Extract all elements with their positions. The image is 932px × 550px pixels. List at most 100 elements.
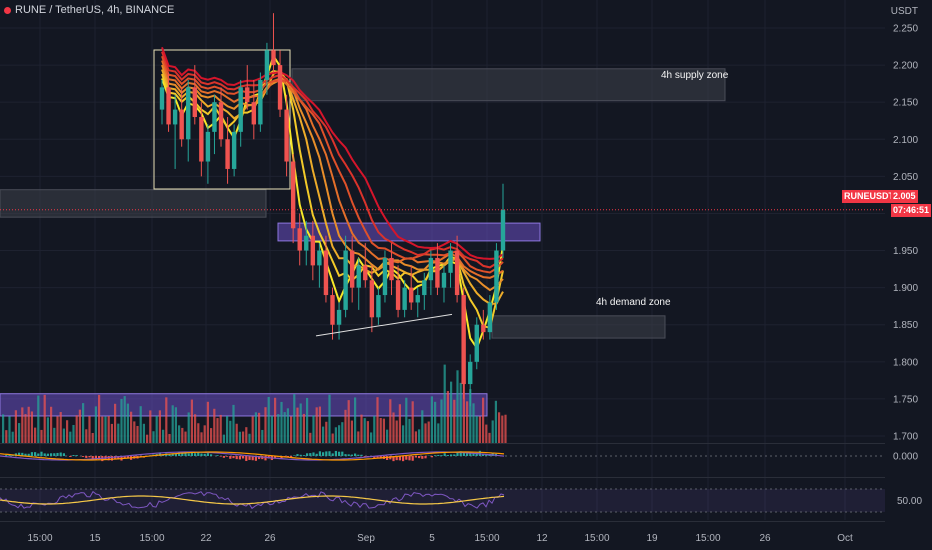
volume-bar xyxy=(149,410,152,443)
y-tick-label: 2.100 xyxy=(893,135,918,146)
osc-bar xyxy=(395,456,398,461)
ribbon-line xyxy=(161,55,504,274)
candle-body xyxy=(402,287,407,310)
symbol-badge: RUNEUSDT xyxy=(842,190,897,203)
osc-bar xyxy=(290,456,293,458)
candle-body xyxy=(218,102,224,140)
y-tick-label: 1.950 xyxy=(893,246,918,257)
candle-body xyxy=(481,324,486,333)
osc-bar xyxy=(248,456,251,460)
candle-body xyxy=(317,250,322,266)
osc-bar xyxy=(194,453,197,456)
osc-bar xyxy=(171,453,174,456)
x-tick-label: 26 xyxy=(759,533,771,544)
osc-bar xyxy=(437,454,440,456)
candle-body xyxy=(258,79,263,125)
volume-bar xyxy=(91,432,94,443)
candle-body xyxy=(297,228,302,251)
osc-bar xyxy=(94,456,97,460)
osc-bar xyxy=(434,455,437,456)
price-badge: 2.005 xyxy=(891,190,918,203)
volume-bar xyxy=(46,417,49,443)
volume-bar xyxy=(296,407,299,443)
volume-bar xyxy=(56,416,59,443)
candle-body xyxy=(363,265,368,281)
osc-bar xyxy=(328,451,331,456)
candle-body xyxy=(310,235,316,266)
osc-bar xyxy=(389,456,392,460)
osc-bar xyxy=(421,456,424,459)
volume-bar xyxy=(322,426,325,443)
x-tick-label: 15:00 xyxy=(584,533,609,544)
x-tick-label: 15:00 xyxy=(27,533,52,544)
volume-bar xyxy=(226,416,229,443)
osc-bar xyxy=(360,454,363,456)
osc-bar xyxy=(34,452,37,456)
osc-bar xyxy=(299,454,302,456)
candle-body xyxy=(199,117,204,162)
osc-bar xyxy=(123,456,126,459)
osc-bar xyxy=(229,456,232,459)
volume-bar xyxy=(450,381,453,443)
y-axis[interactable]: 2.2502.2002.1502.1002.0502.0001.9501.900… xyxy=(893,24,918,443)
y-tick-label: 2.050 xyxy=(893,172,918,183)
x-tick-label: Oct xyxy=(837,533,853,544)
volume-bar xyxy=(398,404,401,443)
volume-bar xyxy=(373,415,376,443)
volume-bar xyxy=(136,425,139,443)
volume-bar xyxy=(411,401,414,443)
candle-body xyxy=(238,87,243,132)
volume-bar xyxy=(34,427,37,443)
volume-bar xyxy=(354,397,357,443)
volume-bar xyxy=(21,407,24,443)
volume-bar xyxy=(498,412,501,443)
volume-bar xyxy=(187,412,190,443)
volume-bar xyxy=(270,415,273,443)
volume-bar xyxy=(462,379,465,443)
candle-body xyxy=(428,257,434,281)
osc-bar xyxy=(258,456,261,460)
osc-bar xyxy=(286,456,289,458)
osc-bar xyxy=(251,456,254,461)
osc-bar xyxy=(88,456,91,458)
volume-bar xyxy=(312,415,315,443)
osc-bar xyxy=(222,456,225,458)
volume-bar xyxy=(472,403,475,443)
osc-signal-line xyxy=(0,451,505,461)
osc-bar xyxy=(59,452,62,456)
volume-bar xyxy=(62,428,65,443)
osc-bar xyxy=(168,453,171,456)
osc-bar xyxy=(24,453,27,456)
osc-bar xyxy=(386,456,389,460)
volume-bar xyxy=(114,403,117,443)
osc-bar xyxy=(379,456,382,459)
osc-bar xyxy=(158,452,161,456)
volume-bar xyxy=(427,421,430,443)
osc-bar xyxy=(242,456,245,459)
osc-bar xyxy=(62,453,65,456)
volume-bar xyxy=(101,416,104,443)
osc-bar xyxy=(235,456,238,460)
volume-bar xyxy=(59,412,62,443)
candles-layer xyxy=(159,13,506,407)
volume-bar xyxy=(66,420,69,443)
volume-bar xyxy=(216,418,219,443)
candle-body xyxy=(356,265,361,288)
volume-bar xyxy=(302,413,305,443)
candle-body xyxy=(290,161,296,229)
y-tick-label: 1.850 xyxy=(893,320,918,331)
osc-bar xyxy=(110,456,113,461)
osc-bar xyxy=(181,453,184,456)
osc-bar xyxy=(85,456,88,458)
candle-body xyxy=(212,102,217,132)
osc-bar xyxy=(456,451,459,456)
osc-bar xyxy=(418,456,421,459)
volume-bar xyxy=(139,406,142,443)
osc-bar xyxy=(331,453,334,456)
x-axis[interactable]: 15:00 15 15:00 22 26 Sep 5 15:00 12 15:00 19 15:00 2… xyxy=(27,533,853,544)
volume-bar xyxy=(2,414,5,443)
candle-body xyxy=(369,280,375,318)
x-tick-label: 15:00 xyxy=(139,533,164,544)
osc-bar xyxy=(293,455,296,456)
